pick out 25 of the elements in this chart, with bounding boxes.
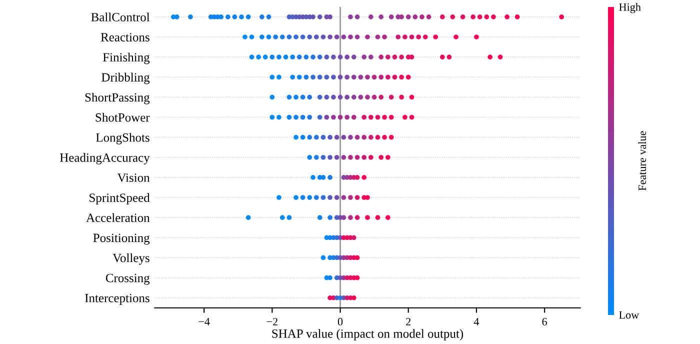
y-tick-label: ShortPassing	[85, 92, 150, 104]
y-tick-label: BallControl	[91, 12, 150, 22]
y-tick-label: Crossing	[106, 274, 150, 285]
y-tick-label: LongShots	[96, 132, 150, 144]
y-tick-label: HeadingAccuracy	[60, 153, 150, 164]
x-tick-label: 2	[406, 318, 411, 326]
x-tick-label: −2	[266, 318, 278, 326]
y-tick-label: ShotPower	[96, 112, 150, 122]
color-bar-title: Feature value	[638, 131, 646, 191]
y-tick-label: Positioning	[93, 234, 150, 245]
y-tick-label: Vision	[117, 174, 150, 182]
x-tick-label: 4	[474, 318, 480, 326]
y-tick-label: Acceleration	[86, 213, 150, 222]
color-bar-label: Low	[619, 311, 640, 319]
x-tick-label: 0	[338, 318, 343, 326]
y-tick-label: Reactions	[100, 33, 150, 42]
x-axis-title: SHAP value (impact on model output)	[272, 329, 464, 340]
y-tick-label: Dribbling	[102, 72, 150, 84]
y-tick-label: Interceptions	[85, 294, 150, 305]
color-bar-label: High	[619, 3, 641, 14]
x-tick-label: −4	[198, 318, 210, 326]
y-tick-label: SprintSpeed	[90, 193, 150, 205]
y-tick-label: Volleys	[112, 253, 150, 265]
x-tick-label: 6	[542, 318, 547, 326]
y-tick-label: Finishing	[102, 52, 150, 64]
